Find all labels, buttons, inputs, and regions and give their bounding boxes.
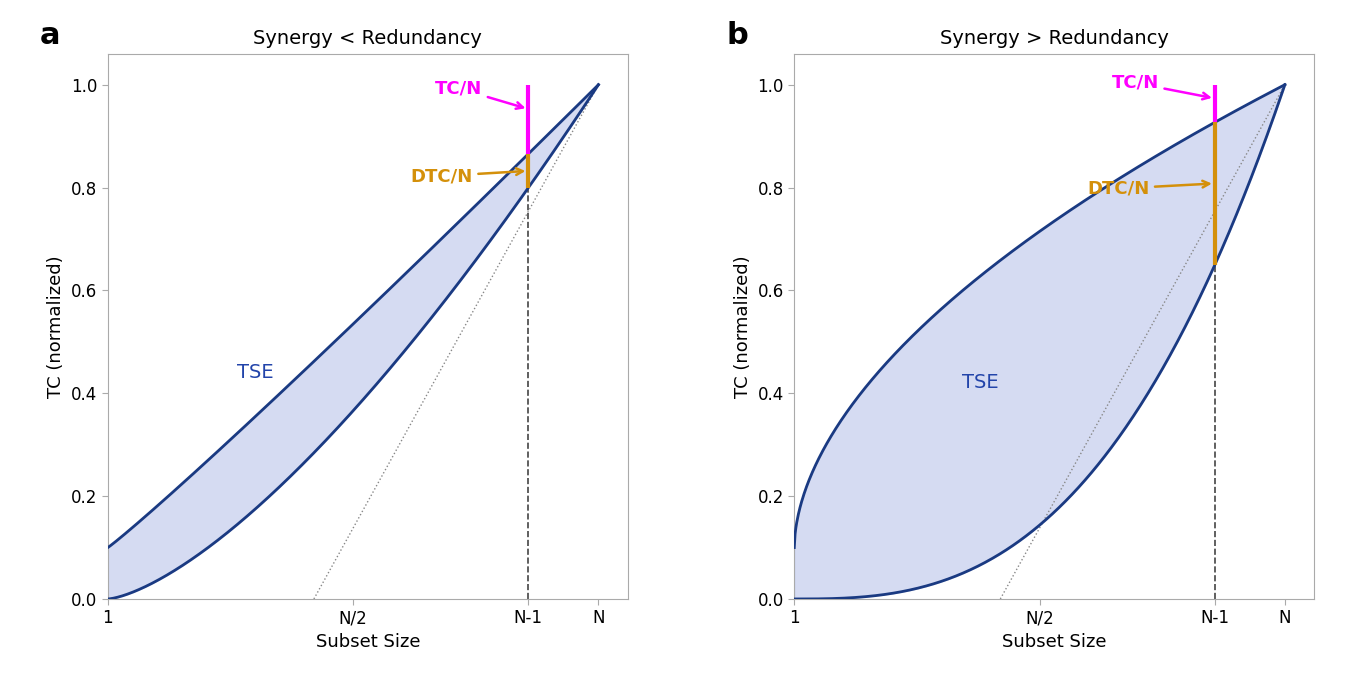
X-axis label: Subset Size: Subset Size <box>315 633 421 651</box>
Text: TC/N: TC/N <box>1112 74 1209 100</box>
Text: TC/N: TC/N <box>435 79 523 109</box>
Text: a: a <box>40 21 61 50</box>
Text: DTC/N: DTC/N <box>411 167 523 185</box>
Text: b: b <box>727 21 748 50</box>
Y-axis label: TC (normalized): TC (normalized) <box>47 255 66 398</box>
Text: TSE: TSE <box>237 363 274 382</box>
Y-axis label: TC (normalized): TC (normalized) <box>733 255 752 398</box>
Text: TSE: TSE <box>962 374 999 392</box>
Title: Synergy > Redundancy: Synergy > Redundancy <box>940 29 1169 48</box>
Text: DTC/N: DTC/N <box>1086 180 1209 198</box>
X-axis label: Subset Size: Subset Size <box>1002 633 1107 651</box>
Title: Synergy < Redundancy: Synergy < Redundancy <box>253 29 483 48</box>
